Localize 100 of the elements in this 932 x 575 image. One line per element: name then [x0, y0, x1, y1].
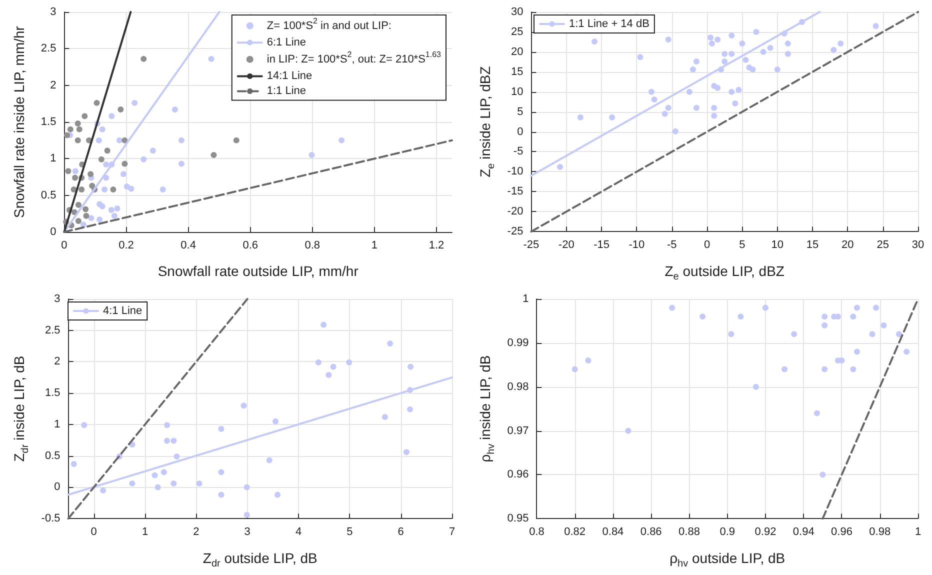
point — [338, 137, 345, 144]
point — [132, 100, 138, 106]
point — [70, 461, 77, 468]
point — [820, 472, 826, 478]
point — [110, 186, 116, 192]
legend-label: 6:1 Line — [266, 36, 306, 49]
point — [315, 359, 322, 366]
point — [711, 112, 718, 119]
x-tick-label: 0.2 — [118, 240, 134, 252]
point — [665, 36, 672, 43]
point — [152, 472, 158, 478]
x-tick-label: 30 — [912, 239, 924, 252]
x-tick-label: 0.8 — [529, 526, 544, 538]
point — [662, 110, 668, 117]
y-tick-label: 15 — [510, 66, 524, 78]
legend-label: 1:1 Line — [266, 85, 306, 98]
point — [81, 422, 88, 428]
x-tick-label: 0.94 — [792, 526, 814, 538]
point — [99, 203, 106, 210]
point — [407, 406, 414, 412]
point — [218, 426, 224, 432]
point — [625, 428, 632, 434]
point — [96, 216, 103, 223]
x-tick-label: -20 — [558, 239, 574, 252]
point — [784, 50, 791, 57]
point — [72, 168, 78, 174]
point — [750, 66, 756, 72]
x-tick-label: -5 — [666, 239, 677, 252]
point — [80, 222, 86, 228]
point — [850, 366, 856, 372]
y-tick-label: 2 — [54, 356, 60, 368]
point — [330, 364, 336, 370]
legend-label: 14:1 Line — [266, 70, 312, 82]
point — [873, 304, 880, 311]
x-tick-label: 10 — [771, 239, 784, 252]
point — [266, 457, 272, 464]
point — [172, 106, 178, 113]
point — [822, 322, 828, 328]
point — [784, 40, 791, 47]
point — [218, 492, 224, 498]
x-tick-label: 2 — [193, 526, 200, 538]
point — [774, 66, 780, 72]
point — [154, 484, 161, 490]
x-tick-label: 0.6 — [242, 240, 258, 252]
y-tick-label: 1 — [50, 152, 56, 165]
x-tick-label: 0.84 — [602, 526, 624, 538]
y-tick-label: 0.95 — [507, 512, 529, 525]
point — [140, 56, 147, 62]
point — [686, 88, 692, 95]
point — [82, 113, 88, 120]
y-tick-label: 1 — [54, 418, 60, 430]
x-tick-label: 0.4 — [180, 240, 196, 252]
point — [738, 314, 744, 320]
x-tick-label: 7 — [448, 526, 456, 538]
point — [767, 44, 774, 51]
point — [104, 148, 110, 154]
point — [869, 331, 876, 338]
point — [854, 348, 860, 355]
point — [830, 46, 837, 53]
y-tick-label: 3 — [54, 293, 60, 305]
point — [609, 114, 616, 120]
point — [346, 359, 352, 366]
point — [665, 104, 672, 111]
point — [111, 212, 118, 219]
point — [838, 40, 844, 47]
y-tick-label: 0.98 — [507, 380, 529, 393]
point — [577, 114, 584, 120]
x-tick-label: 0.88 — [678, 526, 700, 538]
y-tick-label: 0 — [54, 481, 60, 494]
x-tick-label: 0.96 — [831, 526, 852, 538]
point — [732, 100, 738, 106]
y-tick-label: 0 — [50, 226, 56, 238]
point — [74, 137, 81, 144]
point — [96, 137, 102, 144]
point — [164, 438, 170, 444]
point — [739, 40, 746, 47]
x-tick-label: 0.92 — [754, 526, 776, 538]
point — [904, 348, 910, 355]
point — [728, 331, 734, 338]
point — [700, 314, 706, 320]
x-tick-label: -10 — [628, 239, 645, 252]
y-tick-label: 20 — [510, 46, 524, 58]
y-tick-label: 1.5 — [40, 116, 56, 128]
x-tick-label: 0.82 — [564, 526, 586, 538]
point — [753, 28, 760, 35]
point — [102, 186, 108, 192]
point — [75, 202, 82, 208]
point — [896, 331, 902, 338]
y-tick-label: 0.5 — [40, 189, 56, 202]
point — [880, 322, 887, 328]
point — [67, 126, 74, 132]
point — [572, 366, 578, 372]
point — [782, 366, 788, 372]
point — [728, 50, 735, 57]
point — [690, 66, 696, 72]
point — [714, 36, 721, 43]
x-tick-label: 6 — [398, 526, 404, 538]
point — [272, 418, 278, 424]
point — [557, 164, 564, 170]
point — [850, 314, 856, 320]
